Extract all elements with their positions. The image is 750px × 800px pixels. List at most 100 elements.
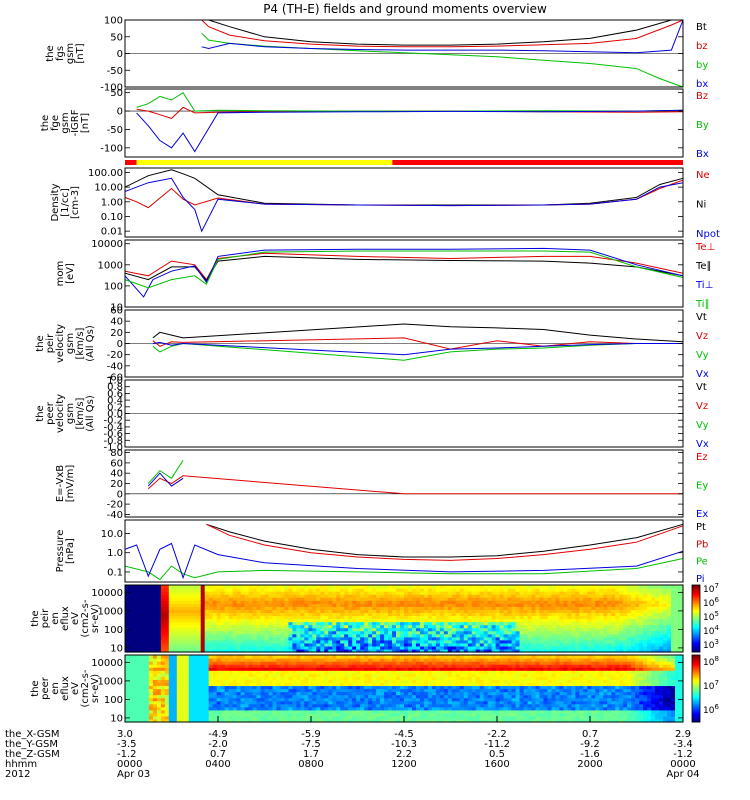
spectrogram-cell [284, 645, 290, 650]
spectrogram-cell [240, 685, 246, 690]
y-axis-label: gsm [65, 403, 76, 424]
spectrogram-cell [392, 673, 397, 677]
spectrogram-cell [184, 642, 190, 647]
spectrogram-cell [607, 633, 612, 638]
spectrogram-cell [663, 639, 668, 644]
spectrogram-cell [320, 591, 325, 595]
spectrogram-cell [264, 627, 270, 632]
spectrogram-cell [467, 639, 473, 644]
spectrogram-cell [336, 612, 341, 617]
spectrogram-cell [148, 706, 154, 711]
spectrogram-cell [507, 630, 513, 635]
spectrogram-cell [675, 642, 680, 647]
spectrogram-cell [248, 594, 254, 598]
spectrogram-cell [164, 706, 170, 711]
spectrogram-cell [292, 627, 297, 632]
y-axis-label: peer [45, 401, 56, 425]
spectrogram-cell [467, 648, 473, 653]
spectrogram-cell [427, 591, 433, 595]
spectrogram-cell [567, 591, 572, 595]
spectrogram-cell [603, 642, 608, 647]
spectrogram-cell [125, 670, 130, 674]
spectrogram-cell [172, 588, 178, 592]
spectrogram-cell [188, 718, 194, 723]
spectrogram-cell [324, 718, 329, 723]
spectrogram-cell [535, 621, 541, 626]
spectrogram-cell [419, 585, 425, 589]
spectrogram-cell [132, 667, 138, 671]
spectrogram-cell [204, 603, 210, 607]
spectrogram-cell [487, 618, 493, 623]
spectrogram-cell [388, 621, 393, 626]
spectrogram-cell [280, 600, 286, 604]
spectrogram-cell [411, 718, 417, 723]
spectrogram-cell [352, 648, 357, 653]
spectrogram-cell [336, 688, 341, 693]
spectrogram-cell [308, 670, 313, 674]
spectrogram-cell [252, 685, 258, 690]
spectrogram-cell [547, 603, 553, 607]
spectrogram-cell [400, 661, 405, 665]
spectrogram-cell [411, 645, 417, 650]
series-Npot [124, 177, 684, 233]
spectrogram-cell [236, 642, 242, 647]
spectrogram-cell [352, 685, 357, 690]
spectrogram-cell [176, 624, 182, 629]
spectrogram-cell [180, 712, 186, 717]
spectrogram-cell [196, 603, 202, 607]
spectrogram-cell [280, 661, 286, 665]
spectrogram-cell [184, 609, 190, 614]
spectrogram-cell [288, 621, 293, 626]
spectrogram-cell [256, 639, 262, 644]
spectrogram-cell [635, 603, 640, 607]
spectrogram-cell [308, 585, 313, 589]
spectrogram-cell [563, 648, 569, 653]
spectrogram-cell [260, 670, 266, 674]
spectrogram-cell [627, 615, 632, 620]
spectrogram-cell [156, 715, 162, 720]
spectrogram-cell [308, 606, 313, 610]
spectrogram-cell [240, 706, 246, 711]
spectrogram-cell [144, 718, 150, 723]
spectrogram-cell [415, 588, 421, 592]
spectrogram-cell [376, 697, 381, 702]
spectrogram-cell [407, 612, 413, 617]
spectrogram-cell [491, 609, 497, 614]
spectrogram-cell [675, 636, 680, 641]
spectrogram-cell [348, 676, 353, 680]
legend-Ez: Ez [696, 452, 708, 463]
spectrogram-cell [324, 679, 329, 684]
y-tick-label: 0.0 [107, 409, 123, 420]
spectrogram-cell [300, 670, 305, 674]
spectrogram-cell [392, 618, 397, 623]
spectrogram-cell [125, 676, 130, 680]
spectrogram-cell [188, 585, 194, 589]
spectrogram-cell [244, 706, 250, 711]
spectrogram-cell [216, 624, 222, 629]
spectrogram-cell [623, 588, 628, 592]
spectrogram-cell [344, 706, 349, 711]
spectrogram-cell [204, 673, 210, 677]
spectrogram-cell [583, 633, 588, 638]
spectrogram-cell [404, 685, 409, 690]
spectrogram-cell [292, 633, 297, 638]
spectrogram-cell [407, 603, 413, 607]
spectrogram-cell [392, 624, 397, 629]
spectrogram-cell [372, 661, 377, 665]
spectrogram-cell [384, 600, 389, 604]
spectrogram-cell [176, 612, 182, 617]
spectrogram-cell [547, 609, 553, 614]
spectrogram-cell [531, 639, 537, 644]
legend-Bx: Bx [696, 149, 709, 160]
spectrogram-cell [372, 655, 377, 659]
spectrogram-cell [380, 685, 385, 690]
spectrogram-cell [675, 600, 680, 604]
spectrogram-cell [360, 648, 365, 653]
spectrogram-cell [240, 664, 246, 668]
spectrogram-cell [455, 627, 461, 632]
spectrogram-cell [132, 703, 138, 708]
spectrogram-cell [184, 664, 190, 668]
spectrogram-cell [451, 594, 457, 598]
spectrogram-cell [499, 630, 505, 635]
spectrogram-cell [376, 648, 381, 653]
